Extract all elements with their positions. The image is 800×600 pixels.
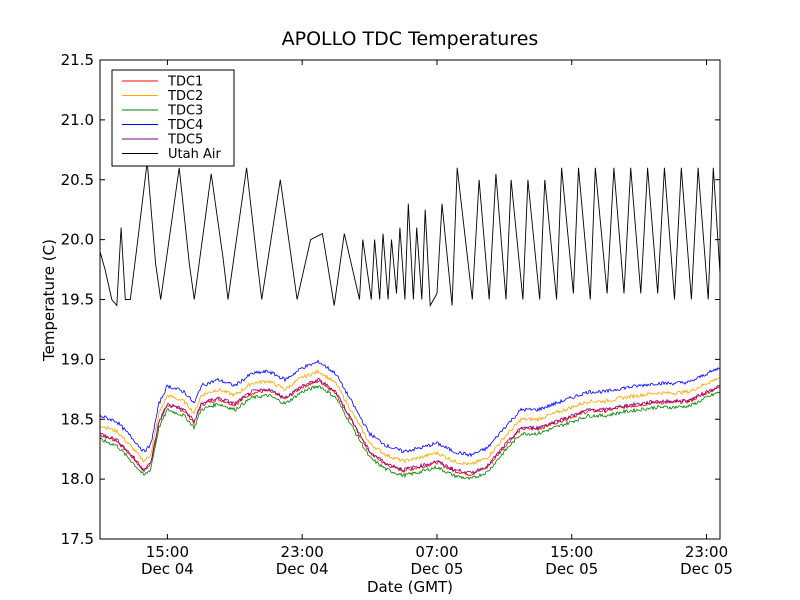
- series-line-tdc3: [99, 385, 721, 481]
- y-tick-label: 20.0: [61, 231, 94, 249]
- series-line-tdc1: [99, 379, 721, 476]
- legend-label: TDC4: [167, 118, 203, 133]
- y-tick-label: 18.0: [61, 470, 94, 488]
- series-line-tdc2: [99, 369, 721, 466]
- x-tick-date-label: Dec 05: [680, 560, 733, 578]
- series-line-utah-air: [99, 161, 721, 308]
- x-tick-time-label: 23:00: [685, 543, 728, 561]
- y-tick-label: 19.0: [61, 350, 94, 368]
- y-tick-label: 21.0: [61, 111, 94, 129]
- y-axis-label: Temperature (C): [40, 239, 58, 362]
- legend-label: TDC3: [167, 104, 203, 119]
- y-tick-label: 21.5: [61, 51, 94, 69]
- legend-label: TDC5: [167, 133, 203, 148]
- y-tick-label: 19.5: [61, 291, 94, 309]
- x-axis-label: Date (GMT): [367, 578, 453, 596]
- y-tick-label: 18.5: [61, 410, 94, 428]
- y-tick-label: 20.5: [61, 171, 94, 189]
- x-tick-date-label: Dec 05: [545, 560, 598, 578]
- x-tick-time-label: 07:00: [415, 543, 458, 561]
- plot-area: [99, 161, 721, 481]
- legend-box: [111, 69, 235, 167]
- y-tick-label: 17.5: [61, 530, 94, 548]
- y-axis: 17.5 18.0 18.5 19.0 19.5 20.0 20.5 21.0 21.5: [61, 51, 720, 548]
- legend-label: TDC1: [167, 75, 203, 90]
- x-tick-time-label: 15:00: [146, 543, 189, 561]
- x-tick-date-label: Dec 05: [411, 560, 464, 578]
- legend-label: TDC2: [167, 89, 203, 104]
- x-tick-time-label: 15:00: [550, 543, 593, 561]
- x-tick-time-label: 23:00: [281, 543, 324, 561]
- series-line-tdc5: [99, 377, 721, 475]
- legend-label: Utah Air: [168, 147, 221, 162]
- chart-title: APOLLO TDC Temperatures: [282, 28, 539, 50]
- x-tick-date-label: Dec 04: [141, 560, 194, 578]
- x-tick-date-label: Dec 04: [276, 560, 329, 578]
- series-line-tdc4: [99, 359, 721, 458]
